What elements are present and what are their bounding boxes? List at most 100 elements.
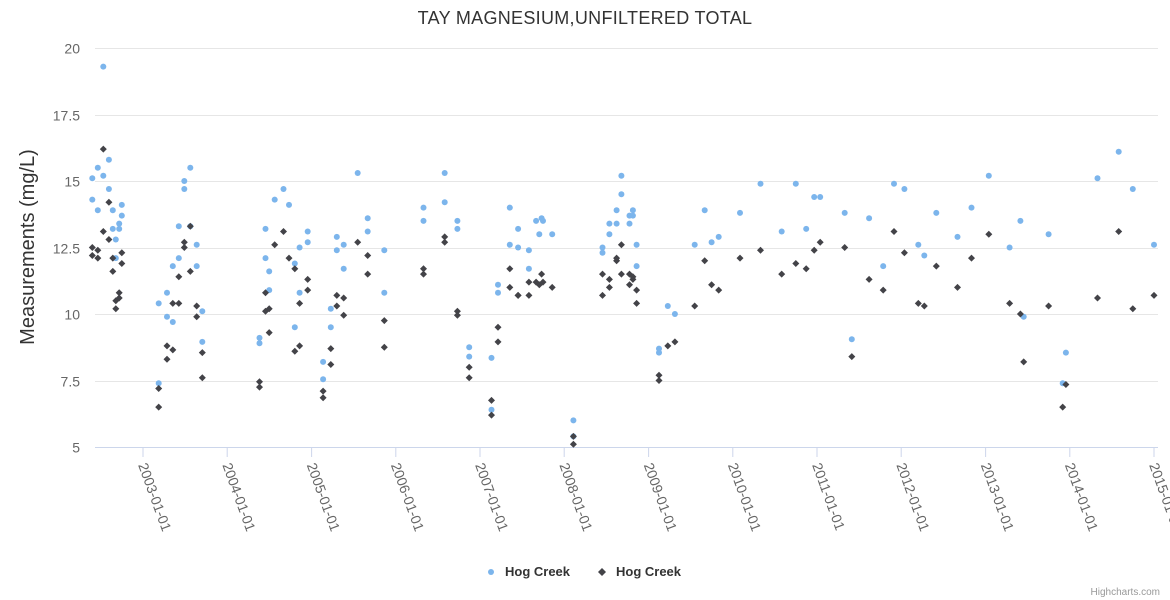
data-point[interactable]: [633, 241, 640, 248]
data-point[interactable]: [280, 228, 287, 235]
data-point[interactable]: [533, 217, 540, 224]
data-point[interactable]: [536, 231, 543, 238]
data-point[interactable]: [848, 353, 856, 361]
data-point[interactable]: [118, 249, 126, 257]
data-point[interactable]: [629, 212, 636, 219]
data-point[interactable]: [525, 247, 532, 254]
data-point[interactable]: [605, 283, 613, 291]
data-point[interactable]: [112, 305, 120, 313]
data-point[interactable]: [256, 334, 263, 341]
data-point[interactable]: [256, 340, 263, 347]
data-point[interactable]: [99, 228, 107, 235]
data-point[interactable]: [617, 241, 625, 249]
data-point[interactable]: [803, 225, 810, 232]
data-point[interactable]: [866, 215, 873, 222]
data-point[interactable]: [633, 299, 641, 307]
data-point[interactable]: [599, 291, 606, 299]
data-point[interactable]: [199, 338, 206, 345]
data-point[interactable]: [109, 254, 117, 262]
data-point[interactable]: [548, 283, 556, 291]
data-point[interactable]: [164, 313, 170, 320]
data-point[interactable]: [89, 196, 96, 203]
data-point[interactable]: [1006, 299, 1014, 307]
data-point[interactable]: [671, 311, 678, 317]
data-point[interactable]: [169, 263, 176, 270]
data-point[interactable]: [626, 220, 633, 227]
data-point[interactable]: [164, 289, 170, 296]
data-point[interactable]: [198, 374, 206, 382]
data-point[interactable]: [792, 260, 800, 267]
data-point[interactable]: [354, 170, 361, 176]
data-point[interactable]: [701, 257, 709, 265]
data-point[interactable]: [715, 286, 723, 294]
data-point[interactable]: [296, 289, 303, 296]
data-point[interactable]: [454, 217, 461, 224]
data-point[interactable]: [380, 317, 388, 325]
data-point[interactable]: [810, 246, 818, 254]
data-point[interactable]: [985, 172, 992, 179]
data-point[interactable]: [817, 194, 824, 200]
legend-item-series-2[interactable]: Hog Creek: [598, 564, 682, 579]
data-point[interactable]: [708, 281, 716, 289]
data-point[interactable]: [891, 180, 897, 187]
data-point[interactable]: [381, 289, 388, 296]
data-point[interactable]: [1062, 381, 1070, 388]
data-point[interactable]: [569, 432, 577, 440]
data-point[interactable]: [454, 225, 461, 232]
data-point[interactable]: [100, 172, 107, 179]
data-point[interactable]: [94, 207, 101, 214]
data-point[interactable]: [256, 383, 263, 391]
data-point[interactable]: [841, 244, 849, 251]
data-point[interactable]: [605, 275, 613, 283]
data-point[interactable]: [708, 239, 715, 246]
data-point[interactable]: [1094, 175, 1101, 182]
legend-item-series-1[interactable]: Hog Creek: [488, 564, 571, 579]
data-point[interactable]: [778, 270, 786, 278]
data-point[interactable]: [441, 238, 449, 246]
data-point[interactable]: [175, 273, 183, 281]
data-point[interactable]: [1115, 148, 1122, 155]
data-point[interactable]: [514, 291, 522, 299]
data-point[interactable]: [453, 307, 461, 315]
data-point[interactable]: [296, 244, 303, 251]
data-point[interactable]: [865, 275, 873, 283]
data-point[interactable]: [466, 344, 473, 351]
data-point[interactable]: [488, 406, 495, 413]
data-point[interactable]: [193, 241, 200, 248]
data-point[interactable]: [1150, 291, 1158, 299]
data-point[interactable]: [286, 201, 292, 208]
data-point[interactable]: [340, 294, 348, 302]
data-point[interactable]: [932, 262, 940, 270]
data-point[interactable]: [175, 223, 182, 230]
data-point[interactable]: [291, 324, 298, 331]
data-point[interactable]: [420, 204, 427, 211]
data-point[interactable]: [193, 302, 201, 310]
data-point[interactable]: [515, 244, 522, 251]
data-point[interactable]: [105, 236, 113, 243]
data-point[interactable]: [262, 255, 269, 262]
data-point[interactable]: [155, 380, 162, 387]
data-point[interactable]: [105, 156, 112, 163]
data-point[interactable]: [613, 254, 621, 262]
data-point[interactable]: [599, 270, 606, 278]
data-point[interactable]: [115, 289, 123, 297]
data-point[interactable]: [380, 343, 388, 351]
data-point[interactable]: [304, 275, 312, 283]
data-point[interactable]: [271, 241, 279, 249]
data-point[interactable]: [180, 244, 188, 251]
data-point[interactable]: [985, 230, 993, 238]
data-point[interactable]: [570, 417, 577, 424]
data-point[interactable]: [488, 396, 495, 404]
data-point[interactable]: [494, 323, 502, 331]
data-point[interactable]: [613, 220, 620, 227]
data-point[interactable]: [1045, 231, 1052, 238]
data-point[interactable]: [364, 215, 371, 222]
data-point[interactable]: [1151, 241, 1157, 248]
data-point[interactable]: [525, 265, 532, 272]
data-point[interactable]: [1059, 403, 1067, 411]
data-point[interactable]: [381, 247, 388, 254]
data-point[interactable]: [180, 238, 188, 246]
data-point[interactable]: [333, 291, 341, 299]
data-point[interactable]: [186, 222, 194, 230]
data-point[interactable]: [181, 186, 188, 192]
